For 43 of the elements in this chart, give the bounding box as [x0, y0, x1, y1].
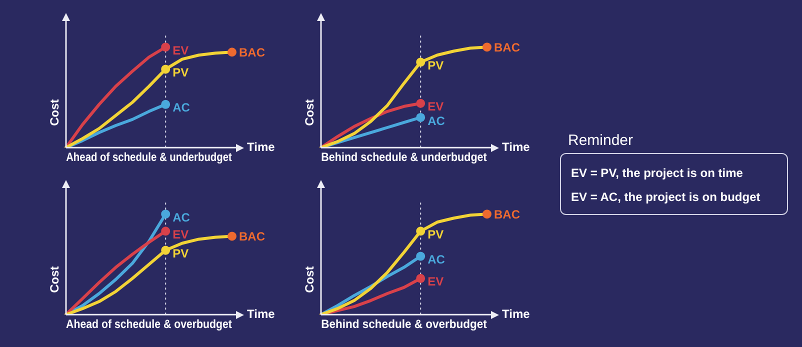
point [416, 98, 426, 108]
y-axis-title: Cost [47, 99, 62, 126]
series-label: PV [172, 246, 189, 261]
text: EV = AC, the project is on budget [571, 190, 762, 204]
point [161, 42, 170, 52]
point [416, 252, 426, 261]
series-label: PV [428, 227, 444, 242]
point [161, 210, 170, 219]
point [416, 274, 426, 283]
series-label: AC [172, 210, 190, 224]
x-axis-title: Time [247, 306, 276, 321]
text: Behind schedule & underbudget [321, 152, 488, 164]
point [161, 226, 170, 236]
series-label: EV [172, 227, 189, 242]
point [161, 246, 170, 255]
point [416, 112, 426, 122]
x-axis-title: Time [247, 140, 276, 154]
x-axis-title: Time [502, 140, 530, 154]
series-label: EV [172, 43, 189, 58]
series-label: EV [428, 274, 444, 289]
point [161, 64, 170, 74]
y-axis-title: Cost [302, 99, 316, 126]
text: Ahead of schedule & overbudget [66, 318, 232, 332]
point [161, 100, 170, 109]
text: Reminder [568, 132, 634, 149]
annotation: BAC [239, 230, 266, 244]
text: EV = PV, the project is on time [571, 166, 744, 180]
annotation: BAC [239, 45, 266, 60]
point [416, 58, 426, 67]
y-axis-title: Cost [47, 266, 62, 293]
text: Ahead of schedule & underbudget [66, 151, 232, 164]
text: Behind schedule & overbudget [321, 318, 487, 332]
annotation: BAC [494, 207, 520, 222]
y-axis-title: Cost [302, 266, 316, 293]
annotation: BAC [494, 40, 520, 54]
series-label: AC [428, 252, 446, 267]
series-label: EV [428, 100, 444, 114]
point [416, 226, 426, 236]
x-axis-title: Time [502, 306, 530, 321]
series-label: PV [428, 58, 444, 72]
series-label: AC [428, 114, 446, 128]
series-label: PV [172, 66, 189, 80]
series-label: AC [172, 100, 190, 115]
